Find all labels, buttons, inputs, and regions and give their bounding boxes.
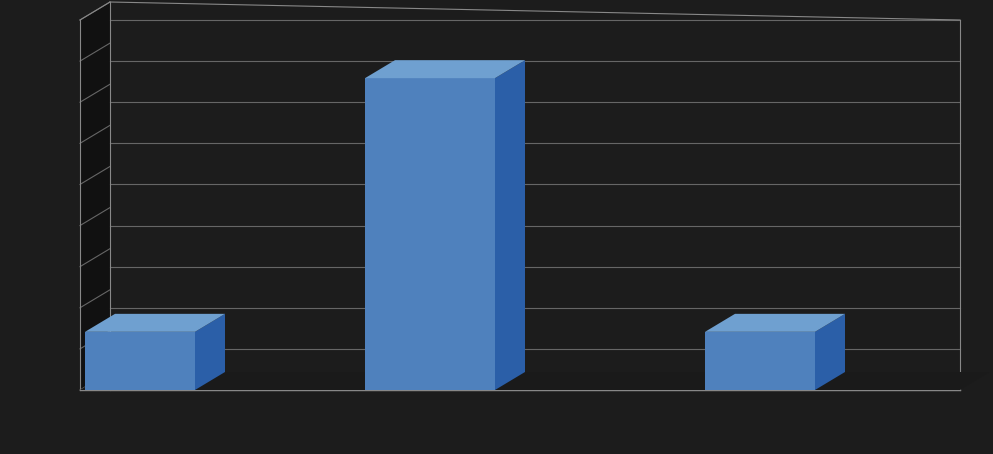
Polygon shape — [195, 314, 225, 390]
Polygon shape — [705, 314, 845, 332]
Polygon shape — [85, 314, 225, 332]
Polygon shape — [705, 332, 815, 390]
Polygon shape — [495, 60, 525, 390]
Polygon shape — [85, 332, 195, 390]
Polygon shape — [365, 78, 495, 390]
Polygon shape — [365, 60, 525, 78]
Polygon shape — [80, 2, 110, 390]
Polygon shape — [110, 2, 960, 390]
Polygon shape — [80, 372, 990, 390]
Polygon shape — [815, 314, 845, 390]
